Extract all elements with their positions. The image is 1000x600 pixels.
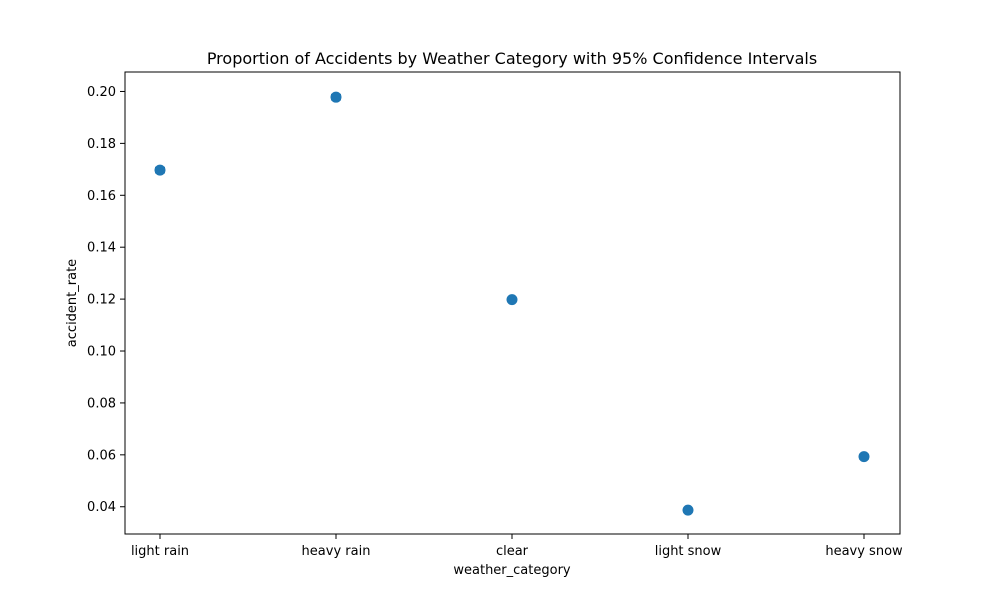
x-axis-label: weather_category bbox=[453, 563, 571, 578]
y-tick-label: 0.12 bbox=[87, 293, 116, 308]
y-tick-label: 0.18 bbox=[87, 137, 116, 152]
y-tick-label: 0.20 bbox=[87, 85, 116, 100]
y-tick-label: 0.16 bbox=[87, 189, 116, 204]
x-tick-label: light snow bbox=[655, 544, 722, 559]
data-point bbox=[859, 451, 870, 462]
data-point bbox=[683, 505, 694, 516]
y-tick-label: 0.06 bbox=[87, 448, 116, 463]
y-axis-label: accident_rate bbox=[65, 259, 80, 347]
y-tick-label: 0.14 bbox=[87, 241, 116, 256]
data-point bbox=[331, 92, 342, 103]
x-tick-label: heavy snow bbox=[825, 544, 903, 559]
x-tick-label: light rain bbox=[131, 544, 189, 559]
data-point bbox=[507, 294, 518, 305]
y-tick-label: 0.10 bbox=[87, 345, 116, 360]
x-tick-label: clear bbox=[496, 544, 529, 559]
data-point bbox=[155, 165, 166, 176]
chart-title: Proportion of Accidents by Weather Categ… bbox=[207, 49, 817, 68]
y-tick-label: 0.04 bbox=[87, 500, 116, 515]
y-tick-label: 0.08 bbox=[87, 396, 116, 411]
x-tick-label: heavy rain bbox=[302, 544, 371, 559]
